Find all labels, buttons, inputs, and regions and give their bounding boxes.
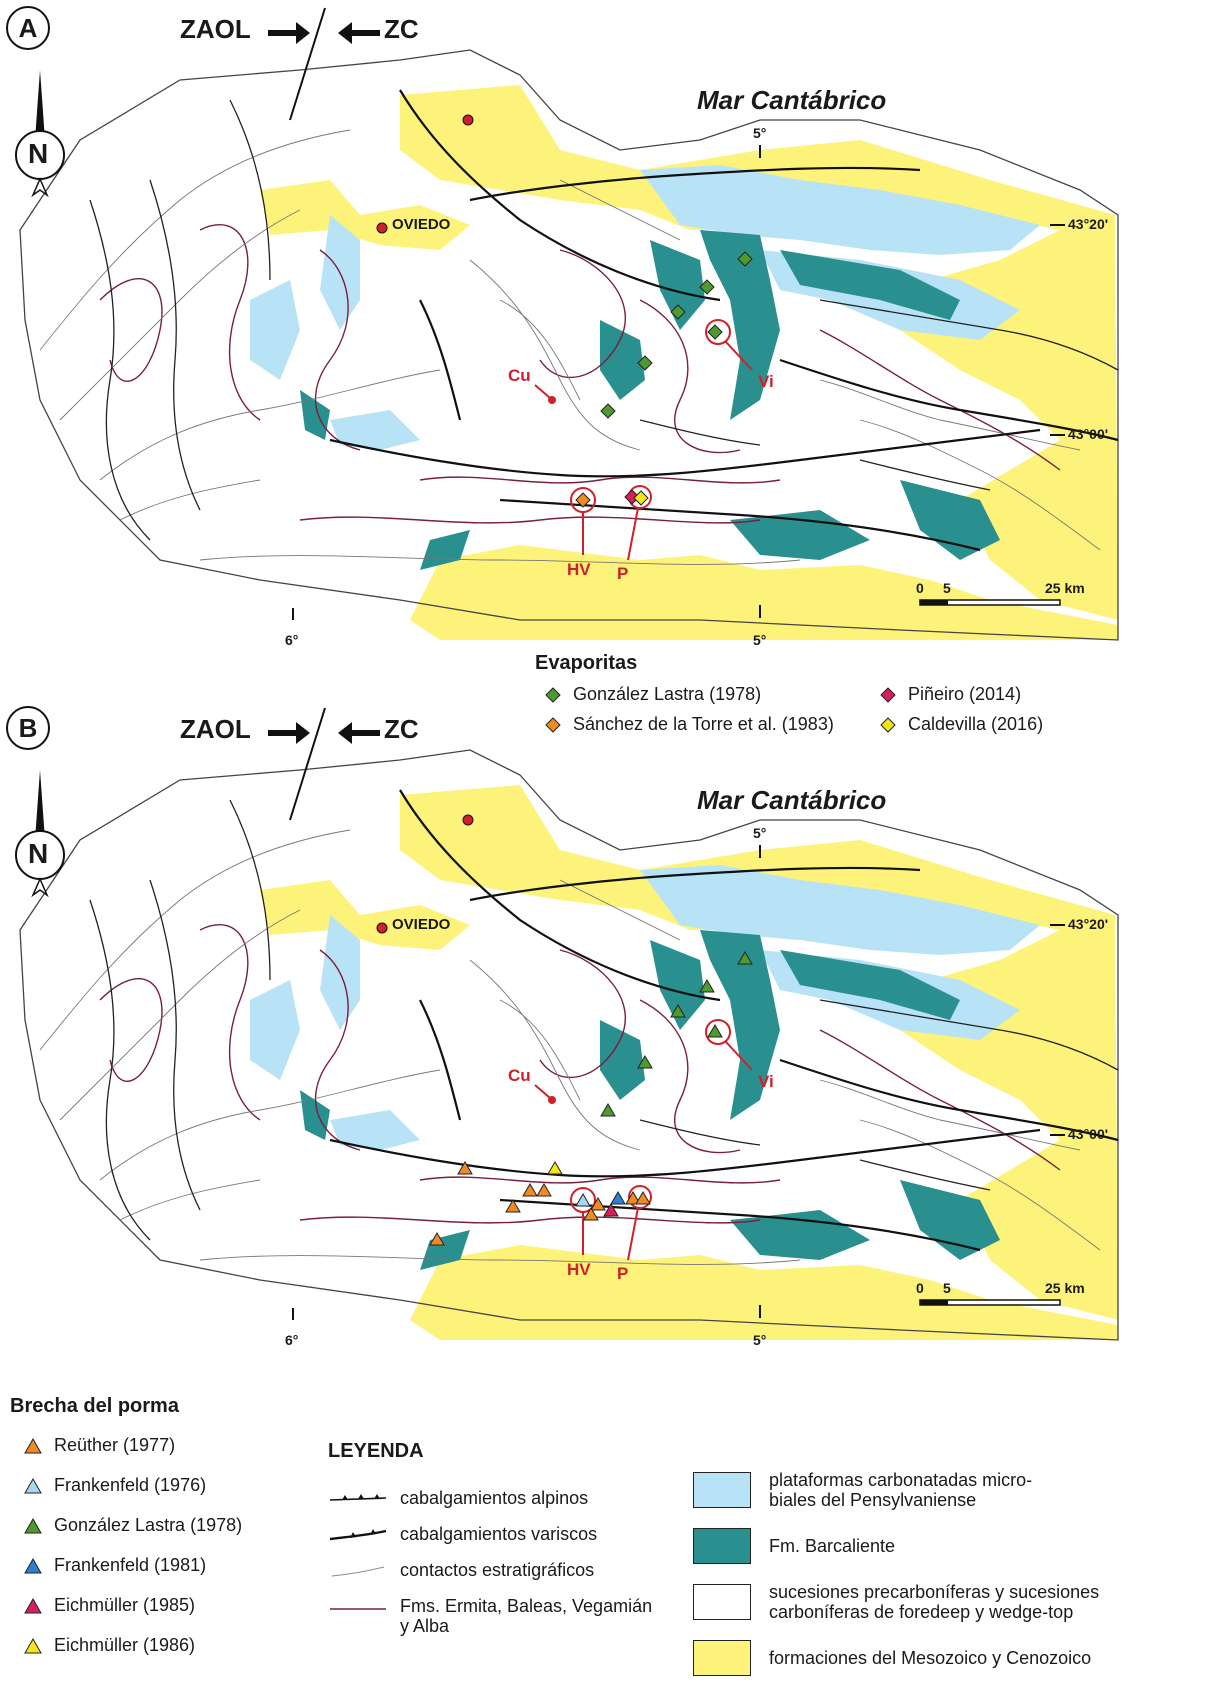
map-panel-b-art bbox=[15, 707, 1120, 1342]
mesozoic-cenozoic-swatch bbox=[693, 1640, 751, 1676]
variscan-thrust-icon bbox=[329, 1528, 387, 1540]
evaporite-markers bbox=[575, 251, 753, 508]
orange-triangle-icon bbox=[24, 1437, 42, 1453]
evaporitas-legend: Evaporitas González Lastra (1978) Sánche… bbox=[535, 652, 1095, 735]
loc-vi-label: Vi bbox=[758, 372, 774, 391]
evaporita-item: González Lastra (1978) bbox=[545, 684, 761, 705]
loc-hv-label: HV bbox=[567, 560, 591, 579]
loc-p-label: P bbox=[617, 1264, 629, 1283]
lat-s-label: 43°00' bbox=[1068, 426, 1109, 442]
sea-label: Mar Cantábrico bbox=[697, 785, 887, 815]
north-label: N bbox=[28, 138, 49, 169]
panel-letter-b: B bbox=[6, 706, 50, 750]
precarboniferous-swatch bbox=[693, 1584, 751, 1620]
map-panel-a-art bbox=[15, 7, 1120, 642]
alpine-thrust-icon bbox=[329, 1493, 387, 1501]
leyenda-lines: LEYENDA cabalgamientos alpinos cabalgami… bbox=[328, 1440, 688, 1690]
brecha-item: Eichmüller (1985) bbox=[24, 1595, 195, 1616]
loc-cu-label: Cu bbox=[508, 366, 531, 385]
brecha-item: Frankenfeld (1976) bbox=[24, 1475, 206, 1496]
green-triangle-icon bbox=[24, 1517, 42, 1533]
brecha-item: Frankenfeld (1981) bbox=[24, 1555, 206, 1576]
scale-0-label: 0 bbox=[916, 580, 924, 596]
leyenda-line-item: cabalgamientos alpinos bbox=[328, 1488, 588, 1509]
north-arrow bbox=[15, 70, 65, 198]
north-arrow bbox=[15, 770, 65, 898]
brecha-item: Reüther (1977) bbox=[24, 1435, 175, 1456]
leyenda-title: LEYENDA bbox=[328, 1440, 424, 1462]
lon-top-label: 5° bbox=[753, 825, 767, 841]
zaol-label: ZAOL bbox=[180, 714, 251, 744]
contact-line-icon bbox=[331, 1566, 385, 1576]
scale-bar bbox=[919, 599, 1061, 606]
brecha-item: Eichmüller (1986) bbox=[24, 1635, 195, 1656]
brecha-legend: Brecha del porma Reüther (1977) Frankenf… bbox=[10, 1395, 310, 1685]
loc-p-label: P bbox=[617, 564, 629, 583]
scale-5-label: 5 bbox=[943, 1280, 951, 1296]
scale-25-label: 25 km bbox=[1045, 580, 1085, 596]
leyenda-unit-item: Fm. Barcaliente bbox=[693, 1528, 895, 1564]
formation-line-icon bbox=[330, 1608, 386, 1610]
city-oviedo-label: OVIEDO bbox=[392, 216, 451, 233]
lat-n-label: 43°20' bbox=[1068, 216, 1109, 232]
barcaliente-swatch bbox=[693, 1528, 751, 1564]
leyenda-line-item: Fms. Ermita, Baleas, Vegamián y Alba bbox=[328, 1596, 652, 1636]
lon-top-label: 5° bbox=[753, 125, 767, 141]
north-label: N bbox=[28, 838, 49, 869]
lon-w-label: 6° bbox=[285, 632, 299, 648]
city-oviedo-label: OVIEDO bbox=[392, 916, 451, 933]
lightblue-triangle-icon bbox=[24, 1477, 42, 1493]
leyenda-units: plataformas carbonatadas micro- biales d… bbox=[693, 1470, 1218, 1695]
magenta-diamond-icon bbox=[880, 686, 896, 703]
scale-5-label: 5 bbox=[943, 580, 951, 596]
scale-25-label: 25 km bbox=[1045, 1280, 1085, 1296]
lat-s-label: 43°00' bbox=[1068, 1126, 1109, 1142]
sea-label: Mar Cantábrico bbox=[697, 85, 887, 115]
zc-label: ZC bbox=[384, 14, 419, 44]
loc-cu-label: Cu bbox=[508, 1066, 531, 1085]
scale-bar bbox=[919, 1299, 1061, 1306]
evaporitas-title: Evaporitas bbox=[535, 652, 638, 674]
magenta-triangle-icon bbox=[24, 1597, 42, 1613]
yellow-triangle-icon bbox=[24, 1637, 42, 1653]
lon-e-label: 5° bbox=[753, 632, 767, 648]
scale-0-label: 0 bbox=[916, 1280, 924, 1296]
carbonate-platform-swatch bbox=[693, 1472, 751, 1508]
brecha-item: González Lastra (1978) bbox=[24, 1515, 242, 1536]
leyenda-line-item: contactos estratigráficos bbox=[328, 1560, 594, 1581]
evaporita-item: Piñeiro (2014) bbox=[880, 684, 1021, 705]
brecha-title: Brecha del porma bbox=[10, 1395, 179, 1417]
loc-vi-label: Vi bbox=[758, 1072, 774, 1091]
loc-hv-label: HV bbox=[567, 1260, 591, 1279]
leyenda-line-item: cabalgamientos variscos bbox=[328, 1524, 597, 1545]
lon-e-label: 5° bbox=[753, 1332, 767, 1348]
leyenda-unit-item: plataformas carbonatadas micro- biales d… bbox=[693, 1470, 1032, 1510]
zone-arrows bbox=[268, 7, 380, 121]
leyenda-unit-item: sucesiones precarboníferas y sucesiones … bbox=[693, 1582, 1099, 1622]
zc-label: ZC bbox=[384, 714, 419, 744]
lat-n-label: 43°20' bbox=[1068, 916, 1109, 932]
zaol-label: ZAOL bbox=[180, 14, 251, 44]
map-panel-b: B ZAOL ZC N Mar Cantábrico 5° 43°20' 43°… bbox=[0, 700, 1223, 1360]
lon-w-label: 6° bbox=[285, 1332, 299, 1348]
zone-arrows bbox=[268, 707, 380, 821]
orange-diamond-icon bbox=[545, 716, 561, 733]
blue-triangle-icon bbox=[24, 1557, 42, 1573]
leyenda-unit-item: formaciones del Mesozoico y Cenozoico bbox=[693, 1640, 1091, 1676]
brecha-markers bbox=[429, 951, 753, 1246]
panel-letter-a: A bbox=[6, 6, 50, 50]
evaporita-item: Sánchez de la Torre et al. (1983) bbox=[545, 714, 834, 735]
map-panel-a: A ZAOL ZC N Mar Cantábrico 5° 43°20' 43°… bbox=[0, 0, 1223, 660]
yellow-diamond-icon bbox=[880, 716, 896, 733]
green-diamond-icon bbox=[545, 686, 561, 703]
evaporita-item: Caldevilla (2016) bbox=[880, 714, 1043, 735]
